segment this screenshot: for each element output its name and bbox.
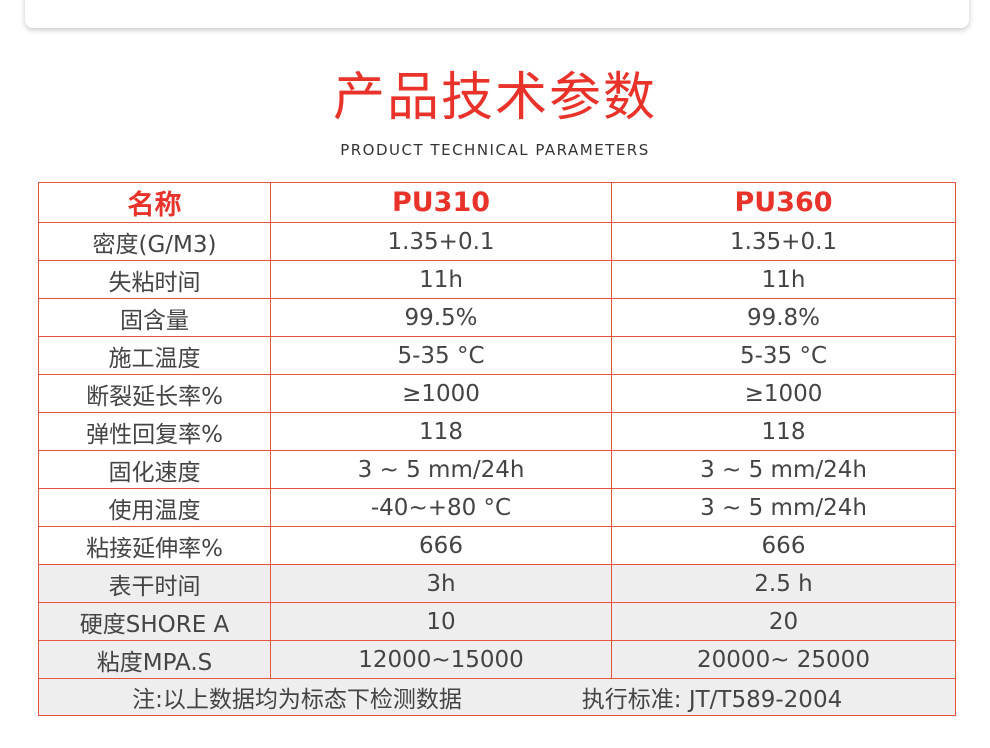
parameters-table: 名称 PU310 PU360 密度(G/M3) 1.35+0.1 1.35+0.1 失… [38, 182, 956, 716]
page-title: 产品技术参数 [332, 68, 657, 128]
pu310-value-cell: 3 ~ 5 mm/24h [270, 450, 612, 489]
table-row: 施工温度 5-35 °C 5-35 °C [38, 336, 956, 375]
param-name-cell: 失粘时间 [38, 260, 271, 299]
pu360-value-cell: 5-35 °C [611, 336, 956, 375]
pu310-value-cell: 118 [270, 412, 612, 451]
pu360-value-cell: 3 ~ 5 mm/24h [611, 450, 956, 489]
table-row: 粘接延伸率% 666 666 [38, 526, 956, 565]
param-name-cell: 表干时间 [38, 564, 271, 603]
table-row: 使用温度 -40~+80 °C 3 ~ 5 mm/24h [38, 488, 956, 527]
table-footer-row: 注:以上数据均为标态下检测数据 执行标准: JT/T589-2004 [38, 678, 956, 716]
footer-cell: 注:以上数据均为标态下检测数据 执行标准: JT/T589-2004 [38, 678, 956, 716]
table-row: 粘度MPA.S 12000~15000 20000~ 25000 [38, 640, 956, 679]
param-name-cell: 粘接延伸率% [38, 526, 271, 565]
header-pu360: PU360 [611, 182, 956, 223]
top-card [25, 0, 969, 28]
table-row: 断裂延长率% ≥1000 ≥1000 [38, 374, 956, 413]
pu360-value-cell: ≥1000 [611, 374, 956, 413]
pu360-value-cell: 99.8% [611, 298, 956, 337]
pu360-value-cell: 118 [611, 412, 956, 451]
param-name-cell: 固含量 [38, 298, 271, 337]
header-name: 名称 [38, 182, 271, 223]
table-header-row: 名称 PU310 PU360 [38, 182, 956, 223]
parameters-table-body: 名称 PU310 PU360 密度(G/M3) 1.35+0.1 1.35+0.1 失… [38, 182, 956, 716]
table-row: 硬度SHORE A 10 20 [38, 602, 956, 641]
pu360-value-cell: 20 [611, 602, 956, 641]
pu310-value-cell: -40~+80 °C [270, 488, 612, 527]
param-name-cell: 弹性回复率% [38, 412, 271, 451]
pu310-value-cell: 10 [270, 602, 612, 641]
pu310-value-cell: 11h [270, 260, 612, 299]
pu360-value-cell: 2.5 h [611, 564, 956, 603]
pu310-value-cell: 99.5% [270, 298, 612, 337]
pu310-value-cell: ≥1000 [270, 374, 612, 413]
table-row: 表干时间 3h 2.5 h [38, 564, 956, 603]
table-row: 固化速度 3 ~ 5 mm/24h 3 ~ 5 mm/24h [38, 450, 956, 489]
param-name-cell: 施工温度 [38, 336, 271, 375]
table-row: 密度(G/M3) 1.35+0.1 1.35+0.1 [38, 222, 956, 261]
pu310-value-cell: 1.35+0.1 [270, 222, 612, 261]
pu310-value-cell: 666 [270, 526, 612, 565]
pu310-value-cell: 3h [270, 564, 612, 603]
pu360-value-cell: 20000~ 25000 [611, 640, 956, 679]
pu310-value-cell: 12000~15000 [270, 640, 612, 679]
pu310-value-cell: 5-35 °C [270, 336, 612, 375]
page-subtitle: PRODUCT TECHNICAL PARAMETERS [340, 141, 650, 159]
param-name-cell: 粘度MPA.S [38, 640, 271, 679]
table-row: 失粘时间 11h 11h [38, 260, 956, 299]
param-name-cell: 固化速度 [38, 450, 271, 489]
pu360-value-cell: 3 ~ 5 mm/24h [611, 488, 956, 527]
param-name-cell: 断裂延长率% [38, 374, 271, 413]
table-row: 固含量 99.5% 99.8% [38, 298, 956, 337]
param-name-cell: 密度(G/M3) [38, 222, 271, 261]
pu360-value-cell: 1.35+0.1 [611, 222, 956, 261]
table-row: 弹性回复率% 118 118 [38, 412, 956, 451]
pu360-value-cell: 666 [611, 526, 956, 565]
param-name-cell: 使用温度 [38, 488, 271, 527]
data-note: 注:以上数据均为标态下检测数据 [132, 687, 462, 713]
pu360-value-cell: 11h [611, 260, 956, 299]
header-pu310: PU310 [270, 182, 612, 223]
param-name-cell: 硬度SHORE A [38, 602, 271, 641]
standard-note: 执行标准: JT/T589-2004 [581, 687, 843, 713]
